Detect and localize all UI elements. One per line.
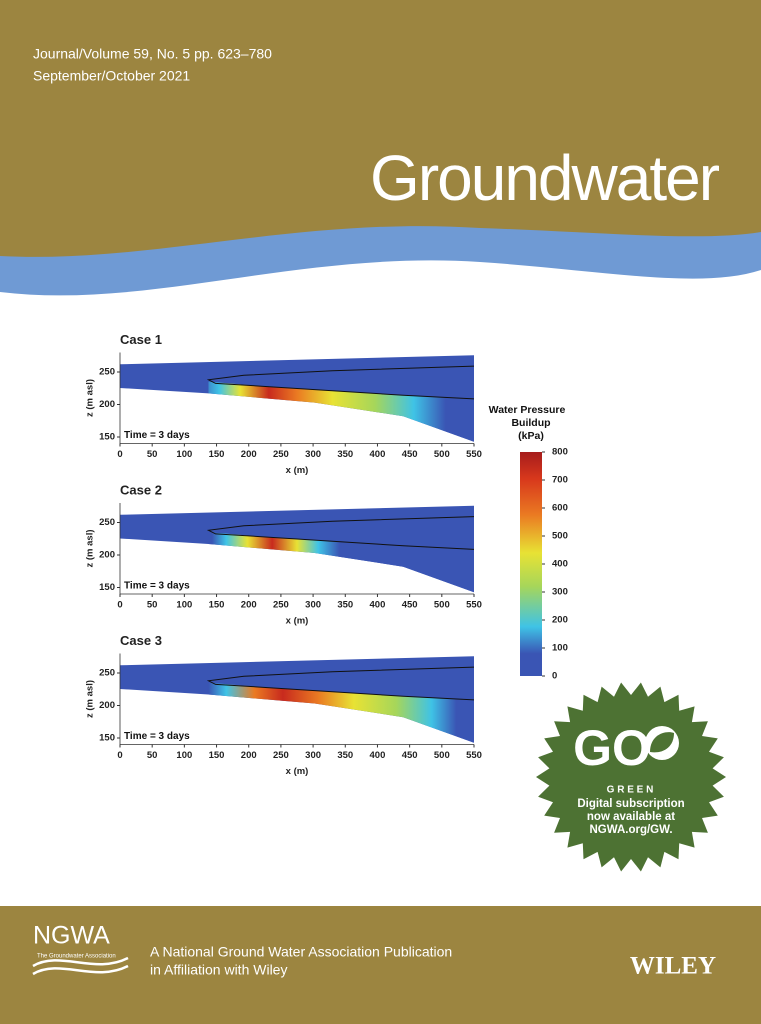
y-axis-label: z (m asl)	[85, 529, 96, 567]
annotation: Time = 3 days	[124, 430, 190, 441]
y-tick-label: 150	[99, 733, 115, 744]
footer-line: A National Ground Water Association Publ…	[150, 944, 452, 960]
x-tick-label: 400	[370, 750, 386, 761]
logo-sub: The Groundwater Association	[37, 954, 116, 960]
x-tick-label: 50	[147, 600, 158, 611]
x-tick-label: 350	[337, 600, 353, 611]
x-tick-label: 150	[209, 449, 225, 460]
x-tick-label: 450	[402, 600, 418, 611]
wave	[0, 222, 761, 296]
annotation: Time = 3 days	[124, 581, 190, 592]
colorbar-title: Water Pressure	[489, 404, 566, 416]
colorbar-tick-label: 600	[552, 503, 568, 514]
journal-title: Groundwater	[370, 142, 720, 214]
badge-go: GO	[573, 720, 651, 776]
x-tick-label: 100	[176, 600, 192, 611]
y-tick-label: 250	[99, 668, 115, 679]
x-tick-label: 200	[241, 449, 257, 460]
logo-waves	[32, 956, 129, 976]
x-tick-label: 100	[176, 750, 192, 761]
x-tick-label: 500	[434, 449, 450, 460]
badge: GO G R E E N Digital subscription now av…	[536, 682, 726, 872]
colorbar-tick-label: 300	[552, 587, 568, 598]
pressure-field	[208, 682, 474, 743]
x-tick-label: 0	[117, 600, 122, 611]
lens-boundary	[206, 516, 475, 550]
x-tick-label: 300	[305, 449, 321, 460]
colorbar-tick-label: 100	[552, 643, 568, 654]
footer-line: in Affiliation with Wiley	[150, 962, 287, 978]
x-tick-label: 250	[273, 449, 289, 460]
y-tick-label: 200	[99, 700, 115, 711]
x-tick-label: 450	[402, 750, 418, 761]
colorbar-tick-label: 0	[552, 671, 557, 682]
x-axis-label: x (m)	[286, 465, 309, 476]
x-tick-label: 400	[370, 449, 386, 460]
colorbar-tick-label: 400	[552, 559, 568, 570]
y-axis-label: z (m asl)	[85, 680, 96, 718]
logo: NGWA	[33, 922, 110, 950]
colorbar-tick-label: 700	[552, 475, 568, 486]
annotation: Time = 3 days	[124, 731, 190, 742]
pressure-field	[208, 532, 474, 593]
badge-line: NGWA.org/GW.	[589, 824, 672, 836]
pressure-field	[208, 381, 474, 442]
x-tick-label: 450	[402, 449, 418, 460]
footer-band	[0, 906, 761, 1024]
x-tick-label: 150	[209, 600, 225, 611]
x-tick-label: 350	[337, 449, 353, 460]
journal-info: Journal/Volume 59, No. 5 pp. 623–780	[33, 46, 272, 62]
badge-line: Digital subscription	[577, 798, 684, 810]
x-tick-label: 200	[241, 750, 257, 761]
panel-title: Case 1	[120, 332, 162, 347]
x-tick-label: 400	[370, 600, 386, 611]
colorbar-tick-label: 200	[552, 615, 568, 626]
x-tick-label: 150	[209, 750, 225, 761]
colorbar	[520, 452, 542, 676]
x-axis-label: x (m)	[286, 616, 309, 627]
x-tick-label: 100	[176, 449, 192, 460]
colorbar-title: (kPa)	[518, 430, 544, 442]
x-tick-label: 500	[434, 750, 450, 761]
y-tick-label: 150	[99, 432, 115, 443]
x-tick-label: 250	[273, 600, 289, 611]
x-tick-label: 350	[337, 750, 353, 761]
y-tick-label: 200	[99, 550, 115, 561]
colorbar-tick-label: 500	[552, 531, 568, 542]
issue-date: September/October 2021	[33, 68, 190, 84]
x-axis-label: x (m)	[286, 766, 309, 777]
colorbar-tick-label: 800	[552, 447, 568, 458]
header-band	[0, 0, 761, 257]
y-tick-label: 250	[99, 367, 115, 378]
x-tick-label: 50	[147, 449, 158, 460]
badge-green: G R E E N	[607, 785, 654, 796]
badge-star	[536, 682, 726, 872]
y-tick-label: 150	[99, 582, 115, 593]
x-tick-label: 200	[241, 600, 257, 611]
lens-boundary	[206, 365, 475, 400]
y-axis-label: z (m asl)	[85, 379, 96, 417]
publisher: WILEY	[630, 953, 716, 980]
x-tick-label: 300	[305, 600, 321, 611]
x-tick-label: 550	[466, 750, 482, 761]
x-tick-label: 500	[434, 600, 450, 611]
x-tick-label: 0	[117, 449, 122, 460]
lens-boundary	[206, 666, 475, 701]
y-tick-label: 200	[99, 399, 115, 410]
y-tick-label: 250	[99, 517, 115, 528]
x-tick-label: 300	[305, 750, 321, 761]
x-tick-label: 550	[466, 449, 482, 460]
x-tick-label: 550	[466, 600, 482, 611]
x-tick-label: 50	[147, 750, 158, 761]
leaf	[650, 732, 674, 753]
badge-line: now available at	[587, 811, 675, 823]
x-tick-label: 250	[273, 750, 289, 761]
colorbar-title: Buildup	[511, 417, 550, 429]
x-tick-label: 0	[117, 750, 122, 761]
panel-title: Case 2	[120, 482, 162, 497]
panel-title: Case 3	[120, 633, 162, 648]
